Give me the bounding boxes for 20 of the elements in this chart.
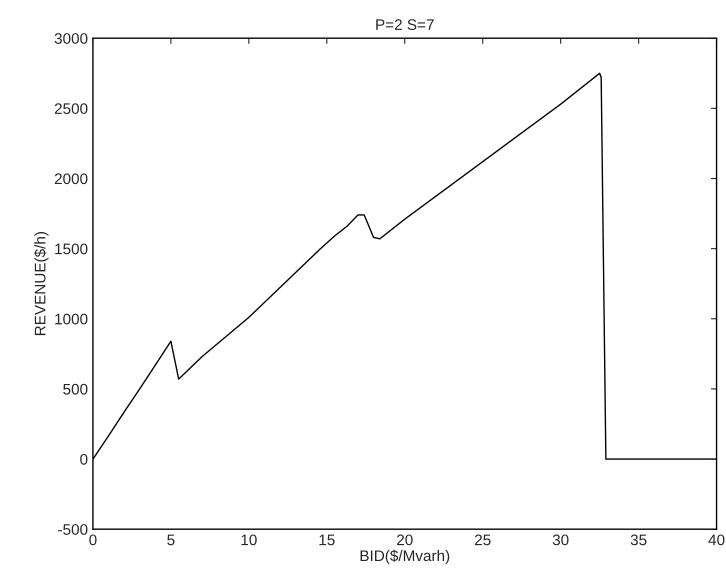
x-tick-label: 0 bbox=[89, 534, 97, 546]
x-tick-label: 40 bbox=[708, 534, 724, 546]
x-tick-label: 5 bbox=[167, 534, 174, 546]
x-axis-title: BID($/Mvarh) bbox=[360, 550, 450, 564]
x-tick-label: 30 bbox=[552, 534, 569, 546]
y-tick-label: 500 bbox=[63, 384, 88, 395]
y-axis-title: REVENUE($/h) bbox=[34, 232, 49, 336]
y-tick-label: 1500 bbox=[55, 244, 88, 254]
x-tick-label: 15 bbox=[319, 534, 335, 546]
y-tick-label: 3000 bbox=[54, 33, 88, 44]
x-tick-label: 35 bbox=[630, 534, 646, 546]
y-tick-label: 1000 bbox=[55, 314, 88, 324]
x-tick-label: 25 bbox=[474, 534, 491, 546]
chart-title: P=2 S=7 bbox=[376, 19, 434, 30]
x-tick-label: 10 bbox=[242, 534, 257, 546]
y-tick-label: -500 bbox=[58, 524, 88, 535]
y-tick-label: 0 bbox=[80, 454, 88, 465]
y-tick-label: 2500 bbox=[54, 103, 88, 114]
y-tick-label: 2000 bbox=[54, 173, 88, 184]
x-tick-label: 20 bbox=[397, 534, 413, 546]
